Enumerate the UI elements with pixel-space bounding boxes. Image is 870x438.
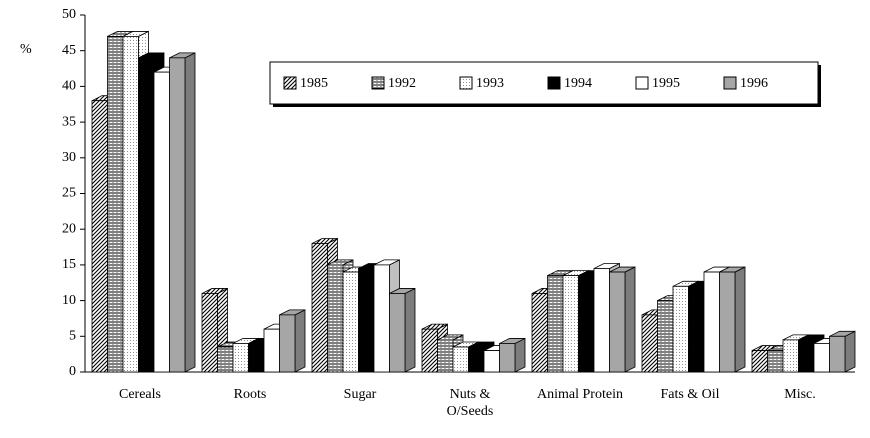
bar-side: [294, 309, 306, 373]
bar-front: [327, 264, 344, 373]
bar-side: [624, 266, 636, 373]
bar-front: [657, 300, 674, 373]
legend-label: 1992: [388, 76, 416, 91]
legend-label: 1995: [652, 76, 680, 91]
bar-front: [782, 339, 799, 373]
bar-front: [91, 100, 108, 373]
y-tick-label: 0: [69, 364, 76, 379]
y-tick-label: 40: [62, 79, 76, 94]
y-tick-label: 35: [62, 114, 76, 129]
bar-front: [547, 275, 564, 373]
bar-side: [844, 330, 856, 373]
bar-side: [184, 52, 196, 373]
y-tick-label: 30: [62, 150, 76, 165]
legend-swatch: [547, 76, 561, 90]
y-tick-label: 5: [69, 329, 76, 344]
x-tick-label: Fats & Oil: [660, 387, 720, 402]
bar-front: [593, 268, 610, 373]
bar-front: [483, 350, 500, 373]
y-tick-label: 50: [62, 7, 76, 22]
bar-front: [703, 271, 720, 373]
x-tick-label: Misc.: [784, 387, 816, 402]
bar-front: [122, 36, 139, 373]
x-tick-label: Sugar: [343, 387, 377, 402]
bar-front: [562, 275, 579, 373]
bar-front: [263, 328, 280, 373]
bar-front: [138, 57, 155, 373]
x-tick-label: Animal Protein: [537, 387, 623, 402]
y-tick-label: 10: [62, 293, 76, 308]
bar-front: [531, 293, 548, 373]
bar: [829, 330, 856, 373]
bar-side: [514, 337, 526, 373]
bar-front: [813, 343, 830, 373]
bar-side: [404, 287, 416, 373]
bar-front: [373, 264, 390, 373]
bar-front: [342, 271, 359, 373]
bar-front: [798, 339, 815, 373]
bar-front: [672, 285, 689, 373]
y-tick-label: 45: [62, 43, 76, 58]
bar-side: [734, 266, 746, 373]
bar: [609, 266, 636, 373]
bar: [499, 337, 526, 373]
legend-swatch: [459, 76, 473, 90]
bar-front: [499, 343, 516, 373]
y-tick-label: 15: [62, 257, 76, 272]
y-tick-label: 25: [62, 186, 76, 201]
bar-front: [437, 339, 454, 373]
bar-front: [751, 350, 768, 373]
bar-front: [201, 293, 218, 373]
x-tick-label: Roots: [233, 387, 267, 402]
legend-label: 1985: [300, 76, 328, 91]
bar-front: [421, 328, 438, 373]
x-tick-label: Cereals: [119, 387, 161, 402]
x-tick-label: Nuts & O/Seeds: [446, 387, 494, 419]
y-axis-label: %: [20, 42, 32, 57]
legend-swatch: [723, 76, 737, 90]
bar-front: [609, 271, 626, 373]
bar-front: [452, 346, 469, 373]
bar: [169, 52, 196, 373]
legend-label: 1993: [476, 76, 504, 91]
bar-front: [217, 346, 234, 373]
bar-front: [279, 314, 296, 373]
bar-front: [641, 314, 658, 373]
y-tick-label: 20: [62, 221, 76, 236]
bar: [279, 309, 306, 373]
bar-front: [767, 350, 784, 373]
bar: [389, 287, 416, 373]
bar-front: [232, 343, 249, 373]
legend-label: 1996: [740, 76, 768, 91]
bar-front: [311, 243, 328, 373]
legend-label: 1994: [564, 76, 592, 91]
bar-front: [688, 285, 705, 373]
bar-front: [169, 57, 186, 373]
bar: [719, 266, 746, 373]
legend-swatch: [371, 76, 385, 90]
bar-front: [248, 343, 265, 373]
bar-front: [358, 268, 375, 373]
bar-front: [389, 293, 406, 373]
legend-swatch: [283, 76, 297, 90]
bar: [201, 287, 228, 373]
legend-swatch: [635, 76, 649, 90]
bar-front: [153, 71, 170, 373]
bar-front: [719, 271, 736, 373]
bar-front: [468, 346, 485, 373]
bar-front: [107, 36, 124, 373]
bar-front: [578, 275, 595, 373]
bar-front: [829, 335, 846, 373]
